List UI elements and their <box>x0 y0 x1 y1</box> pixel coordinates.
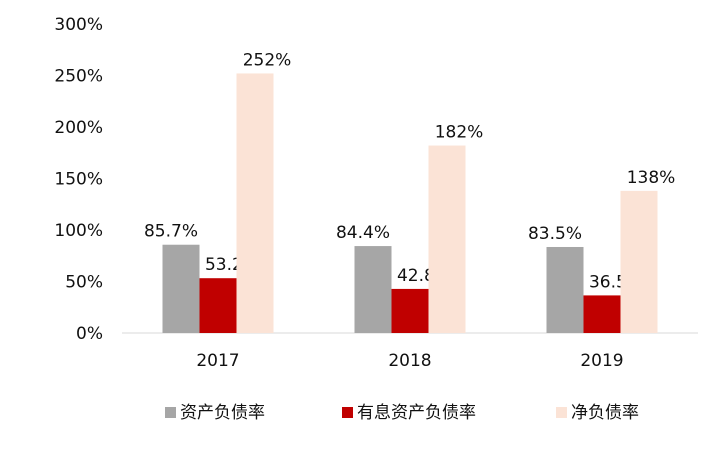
x-tick-label: 2018 <box>388 351 431 371</box>
data-label: 84.4% <box>336 223 390 243</box>
data-label: 182% <box>435 123 484 143</box>
y-tick-label: 0% <box>76 324 103 344</box>
bars: 85.7%53.2%252%84.4%42.8%182%83.5%36.5%13… <box>144 50 675 333</box>
legend-item: 净负债率 <box>556 403 639 423</box>
legend-item: 有息资产负债率 <box>342 403 476 423</box>
bar-2018-series-0 <box>354 246 392 333</box>
legend-item: 资产负债率 <box>165 403 265 423</box>
bar-2018-series-2 <box>428 145 466 333</box>
legend-label: 资产负债率 <box>180 403 265 423</box>
bar-2019-series-1 <box>583 295 621 333</box>
data-label: 83.5% <box>528 224 582 244</box>
y-tick-label: 300% <box>54 15 103 35</box>
x-axis-categories: 2017 2018 2019 <box>196 351 623 371</box>
legend-label: 净负债率 <box>571 403 639 423</box>
x-tick-label: 2019 <box>580 351 623 371</box>
data-label: 252% <box>243 50 292 70</box>
y-tick-label: 250% <box>54 67 103 87</box>
data-label: 85.7% <box>144 222 198 242</box>
bar-2018-series-1 <box>391 288 429 333</box>
y-tick-label: 50% <box>65 273 103 293</box>
bar-2017-series-2 <box>236 73 274 333</box>
legend-swatch <box>165 407 176 418</box>
x-tick-label: 2017 <box>196 351 239 371</box>
bar-2019-series-2 <box>620 190 658 333</box>
bar-2017-series-0 <box>162 244 200 333</box>
data-label: 138% <box>627 168 676 188</box>
y-tick-label: 100% <box>54 221 103 241</box>
legend: 资产负债率 有息资产负债率 净负债率 <box>165 403 639 423</box>
y-axis: 0% 50% 100% 150% 200% 250% 300% <box>54 15 103 344</box>
legend-swatch <box>556 407 567 418</box>
legend-label: 有息资产负债率 <box>357 403 476 423</box>
bar-2017-series-1 <box>199 278 237 333</box>
y-tick-label: 150% <box>54 170 103 190</box>
bar-2019-series-0 <box>546 246 584 333</box>
legend-swatch <box>342 407 353 418</box>
y-tick-label: 200% <box>54 118 103 138</box>
